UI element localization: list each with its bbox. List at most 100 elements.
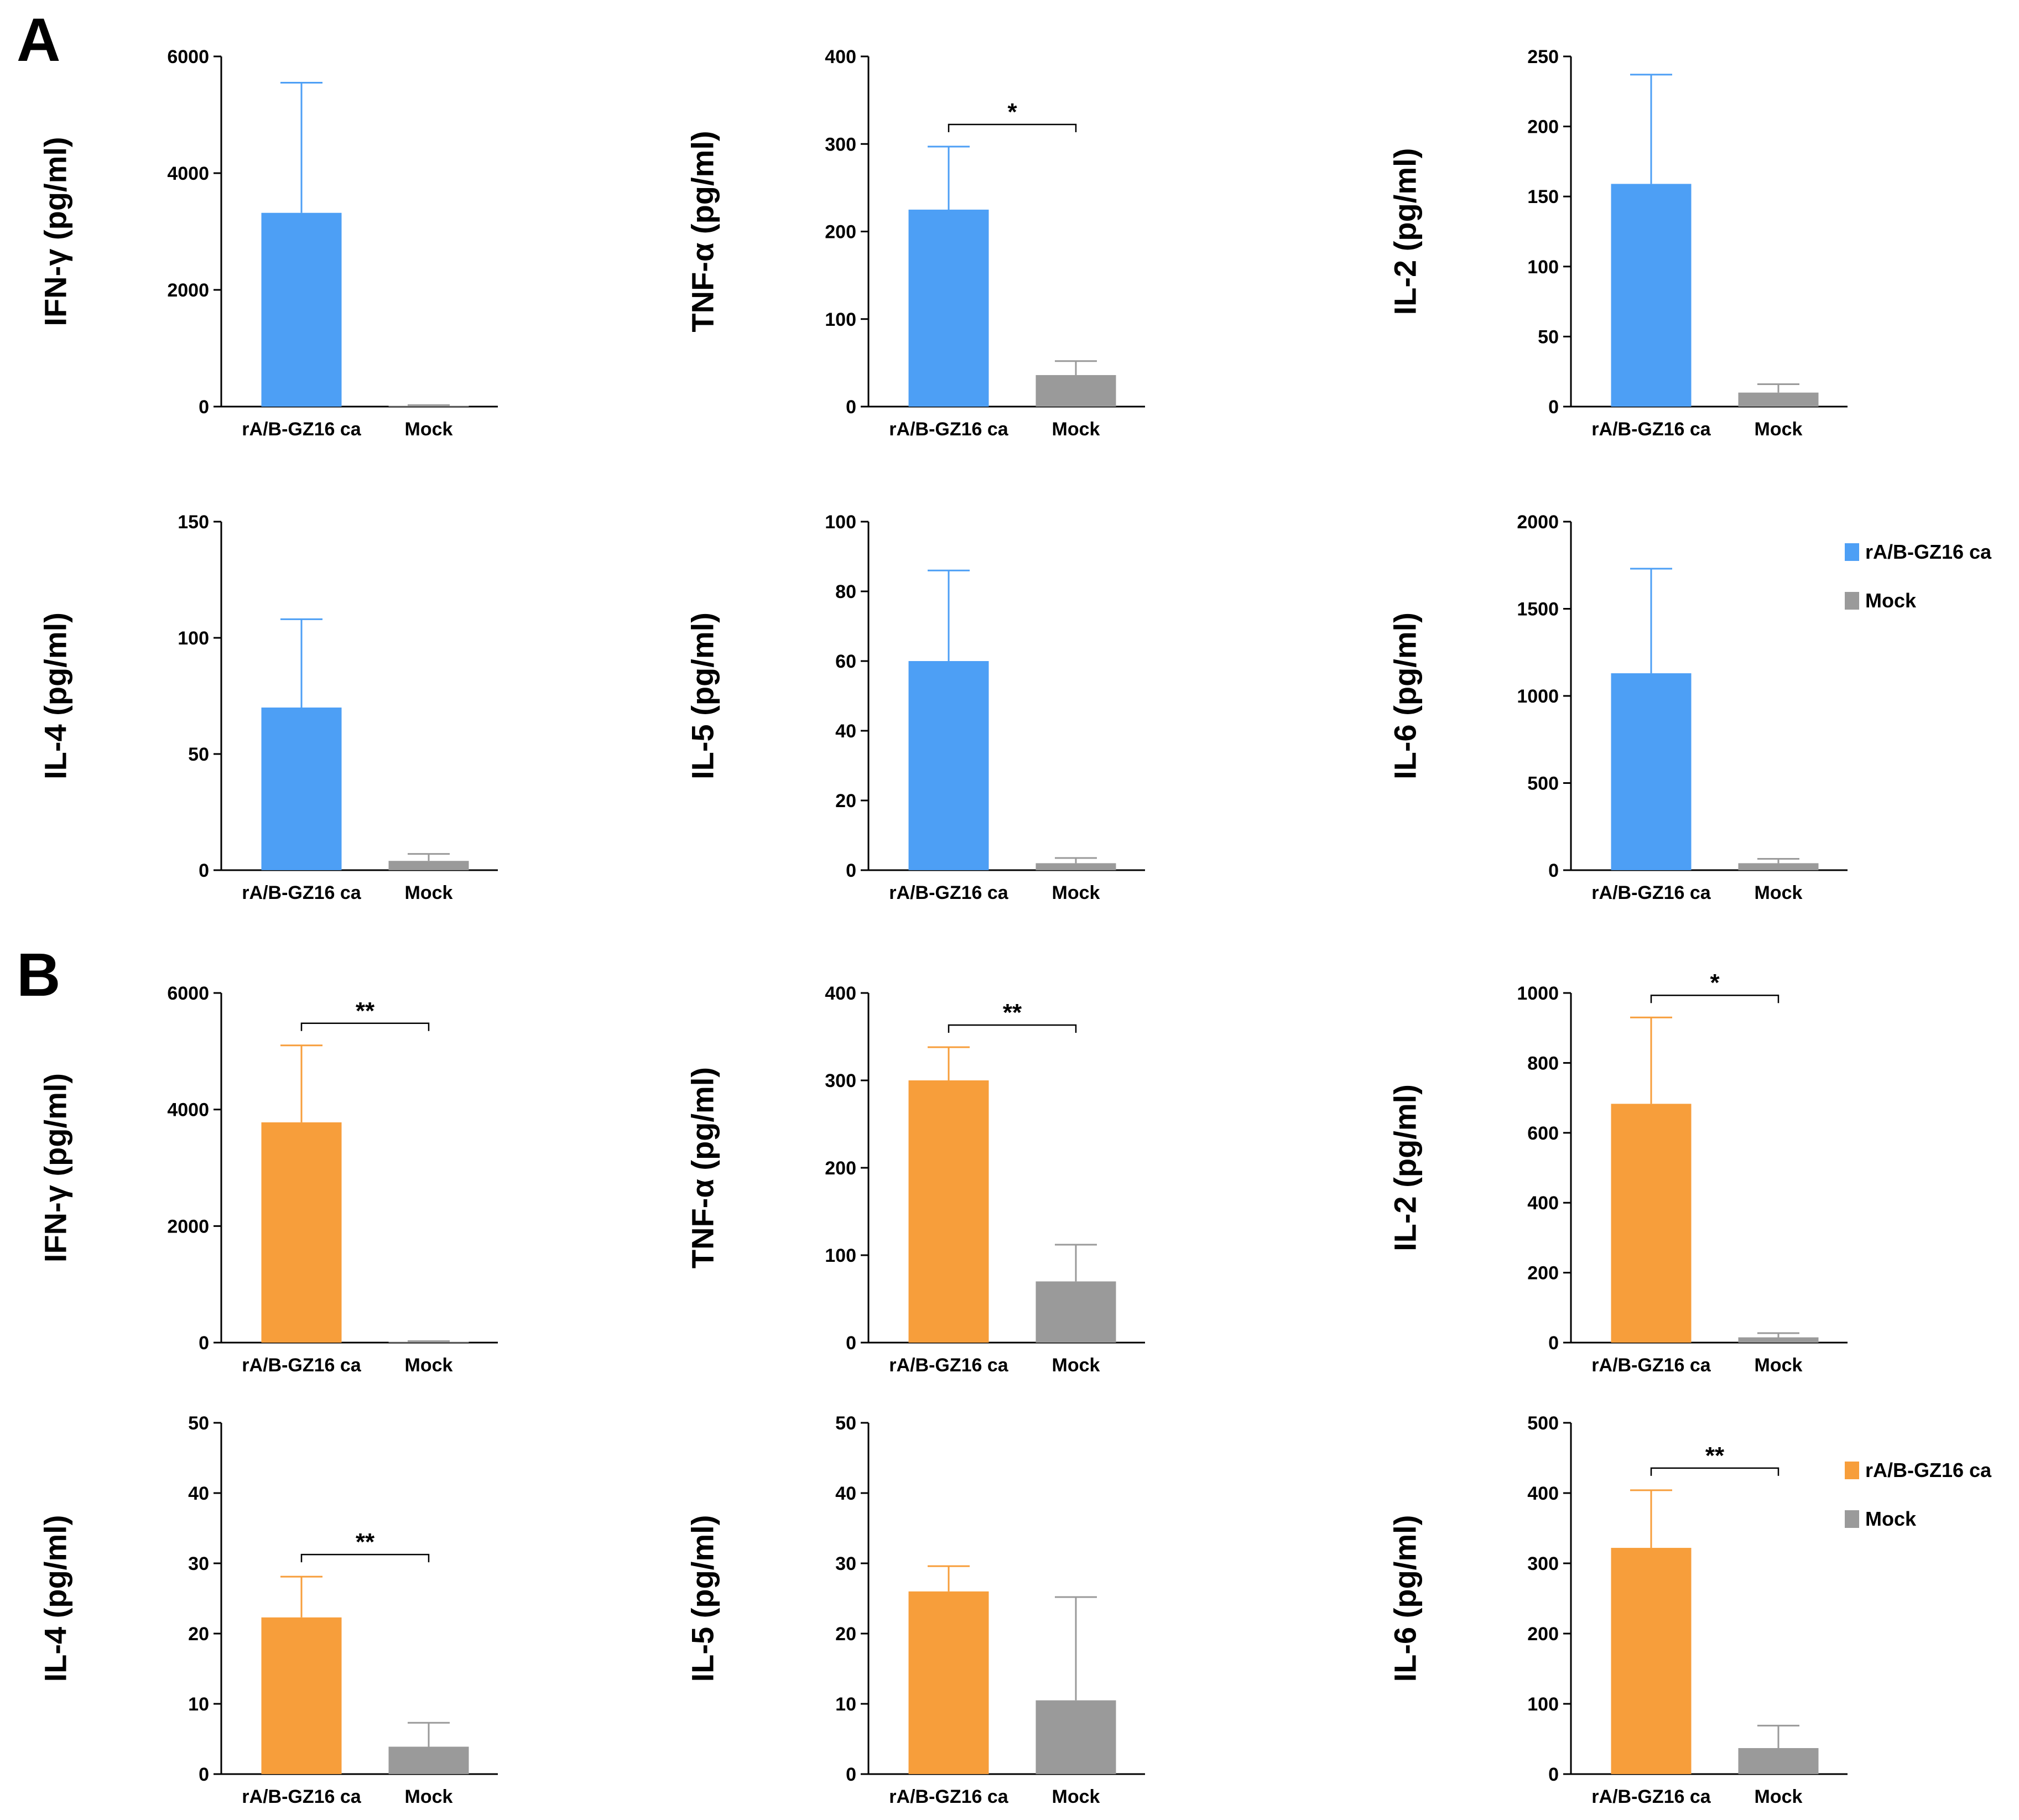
- significance-bracket: [1650, 994, 1779, 1003]
- category-label: Mock: [1755, 1786, 1803, 1807]
- category-label: Mock: [405, 882, 453, 903]
- y-tick-label: 0: [199, 397, 209, 418]
- legend-label-vaccine: rA/B-GZ16 ca: [1865, 1459, 1992, 1481]
- legend-label-mock: Mock: [1865, 589, 1917, 612]
- bar-mock: [1035, 1700, 1116, 1774]
- y-tick-label: 40: [188, 1483, 209, 1504]
- category-label: Mock: [1052, 1786, 1100, 1807]
- y-tick-label: 30: [835, 1553, 856, 1574]
- y-tick-label: 4000: [167, 1100, 209, 1121]
- chart-b-1: 0 2000 4000 6000 IFN-γ (pg/ml) rA/B-GZ16 ca Mo…: [38, 983, 498, 1376]
- chart-b-6: 0 100 200 300 400 500 IL-6 (pg/ml) rA/B-GZ16 ca…: [1388, 1413, 1848, 1807]
- y-tick-label: 400: [1527, 1193, 1559, 1214]
- y-axis-title: IFN-γ (pg/ml): [38, 1073, 73, 1262]
- bar-mock: [1738, 1748, 1819, 1774]
- y-tick-label: 0: [199, 1764, 209, 1785]
- y-tick-label: 6000: [167, 46, 209, 67]
- y-axis-title: IL-6 (pg/ml): [1388, 1515, 1423, 1682]
- legend-swatch-mock: [1845, 1510, 1859, 1528]
- y-axis-title: IL-2 (pg/ml): [1388, 1084, 1423, 1251]
- category-label: rA/B-GZ16 ca: [242, 882, 361, 903]
- chart-b-4: 0 10 20 30 40 50 IL-4 (pg/ml) rA/B-GZ16 ca Mock *…: [38, 1413, 498, 1807]
- y-tick-label: 200: [1527, 1624, 1559, 1645]
- y-tick-label: 500: [1527, 773, 1559, 794]
- y-tick-label: 0: [846, 1333, 856, 1354]
- y-tick-label: 100: [825, 309, 856, 330]
- y-tick-label: 0: [1548, 1764, 1559, 1785]
- y-tick-label: 0: [846, 1764, 856, 1785]
- bar-mock: [388, 861, 469, 870]
- significance-bracket: [1650, 1467, 1779, 1476]
- y-tick-label: 150: [178, 512, 209, 533]
- category-label: rA/B-GZ16 ca: [242, 419, 361, 440]
- category-label: Mock: [1755, 419, 1803, 440]
- legend-label-vaccine: rA/B-GZ16 ca: [1865, 540, 1992, 563]
- category-label: rA/B-GZ16 ca: [1591, 882, 1711, 903]
- legend-swatch-vaccine: [1845, 1462, 1859, 1479]
- significance-label: **: [1003, 999, 1022, 1026]
- y-tick-label: 400: [825, 46, 856, 67]
- bar-vaccine: [908, 1591, 989, 1774]
- bar-mock: [388, 1746, 469, 1774]
- y-tick-label: 200: [1527, 117, 1559, 138]
- y-tick-label: 40: [835, 721, 856, 742]
- panel-letter-a: A: [17, 6, 60, 74]
- y-tick-label: 2000: [167, 280, 209, 301]
- category-label: rA/B-GZ16 ca: [242, 1355, 361, 1376]
- category-label: rA/B-GZ16 ca: [1591, 419, 1711, 440]
- category-label: rA/B-GZ16 ca: [889, 1355, 1008, 1376]
- y-axis-title: IFN-γ (pg/ml): [38, 137, 73, 326]
- category-label: Mock: [405, 1786, 453, 1807]
- legend-swatch-vaccine: [1845, 543, 1859, 561]
- y-axis-title: IL-5 (pg/ml): [685, 1515, 720, 1682]
- significance-bracket: [948, 123, 1077, 132]
- bar-vaccine: [908, 661, 989, 870]
- bar-vaccine: [1611, 184, 1692, 407]
- y-tick-label: 50: [188, 1413, 209, 1434]
- y-axis-title: IL-5 (pg/ml): [685, 612, 720, 779]
- y-tick-label: 800: [1527, 1053, 1559, 1074]
- category-label: rA/B-GZ16 ca: [889, 882, 1008, 903]
- y-tick-label: 1000: [1517, 686, 1559, 707]
- y-tick-label: 20: [835, 791, 856, 812]
- y-tick-label: 250: [1527, 46, 1559, 67]
- y-tick-label: 40: [835, 1483, 856, 1504]
- y-tick-label: 10: [188, 1694, 209, 1715]
- y-tick-label: 0: [846, 397, 856, 418]
- significance-label: *: [1007, 98, 1017, 126]
- category-label: Mock: [1052, 419, 1100, 440]
- category-label: rA/B-GZ16 ca: [889, 1786, 1008, 1807]
- y-tick-label: 50: [188, 744, 209, 765]
- chart-a-5: 0 20 40 60 80 100 IL-5 (pg/ml) rA/B-GZ16 ca Mock: [685, 512, 1145, 903]
- bar-vaccine: [1611, 673, 1692, 870]
- chart-b-3: 0 200 400 600 800 1000 IL-2 (pg/ml) rA/B-GZ16 c…: [1388, 969, 1848, 1376]
- category-label: Mock: [1052, 882, 1100, 903]
- y-tick-label: 2000: [1517, 512, 1559, 533]
- bar-mock: [1035, 1281, 1116, 1343]
- category-label: Mock: [1755, 882, 1803, 903]
- significance-label: **: [356, 997, 375, 1025]
- legend-label-mock: Mock: [1865, 1507, 1917, 1530]
- y-tick-label: 6000: [167, 983, 209, 1004]
- bar-vaccine: [261, 1617, 342, 1774]
- y-tick-label: 100: [825, 512, 856, 533]
- y-axis-title: IL-2 (pg/ml): [1388, 148, 1423, 315]
- y-tick-label: 0: [199, 1333, 209, 1354]
- bar-mock: [1738, 1337, 1819, 1343]
- y-tick-label: 100: [1527, 1694, 1559, 1715]
- y-tick-label: 100: [825, 1245, 856, 1266]
- chart-a-4: 0 50 100 150 IL-4 (pg/ml) rA/B-GZ16 ca Mock: [38, 512, 498, 903]
- y-tick-label: 400: [825, 983, 856, 1004]
- y-tick-label: 200: [1527, 1263, 1559, 1284]
- significance-label: *: [1710, 969, 1720, 996]
- y-tick-label: 200: [825, 222, 856, 243]
- category-label: Mock: [405, 1355, 453, 1376]
- bar-mock: [1035, 863, 1116, 870]
- legend-panel-b: rA/B-GZ16 ca Mock: [1845, 1459, 1992, 1530]
- category-label: rA/B-GZ16 ca: [889, 419, 1008, 440]
- category-label: Mock: [1755, 1355, 1803, 1376]
- significance-label: **: [356, 1528, 375, 1556]
- significance-bracket: [300, 1022, 430, 1031]
- bar-vaccine: [261, 212, 342, 407]
